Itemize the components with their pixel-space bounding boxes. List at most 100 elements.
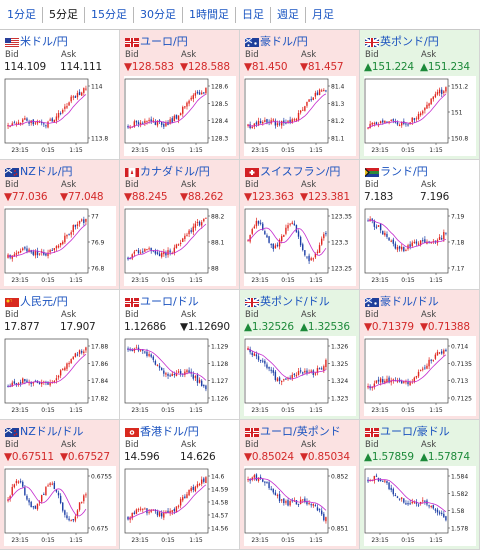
pair-title[interactable]: スイスフラン/円 [245,164,340,178]
candle-body [417,371,420,377]
candlestick-chart[interactable]: 88.2 88.1 88 23:15 0:15 1:15 [124,206,236,286]
candle-body [38,502,41,504]
pair-card[interactable]: ユーロ/英ポンド Bid ▼0.85024 Ask ▼0.85034 0.852 0.851… [240,420,360,550]
candle-body [142,508,144,510]
pair-card[interactable]: 香港ドル/円 Bid 14.596 Ask 14.626 14.6 14.59 14.58 14… [120,420,240,550]
candle-body [11,255,13,259]
pair-title[interactable]: ユーロ/英ポンド [245,424,341,438]
pair-title[interactable]: 香港ドル/円 [125,424,199,438]
pair-title[interactable]: ユーロ/ドル [125,294,199,308]
candle-body [386,481,388,483]
candle-body [270,488,272,490]
candle-body [200,380,203,386]
pair-title[interactable]: NZドル/ドル [4,424,83,438]
candlestick-chart[interactable]: 0.852 0.851 23:15 0:15 1:15 [244,466,356,546]
tab-5[interactable]: 日足 [235,6,270,23]
candlestick-chart[interactable]: 77 76.9 76.8 23:15 0:15 1:15 [4,206,116,286]
candlestick-chart[interactable]: 128.6 128.5 128.4 128.3 23:15 0:15 1:15 [124,76,236,156]
x-tick-label: 23:15 [251,147,268,154]
pair-card[interactable]: 豪ドル/ドル Bid ▼0.71379 Ask ▼0.71388 0.714 0.7135 0… [360,290,480,420]
candle-body [76,510,79,516]
tab-0[interactable]: 1分足 [7,7,36,21]
candle-body [247,347,249,350]
candle-body [165,373,167,375]
candlestick-chart[interactable]: 151.2 151 150.8 23:15 0:15 1:15 [364,76,476,156]
pair-card[interactable]: ユーロ/ドル Bid 1.12686 Ask ▼1.12690 1.129 1.128 1.1… [120,290,240,420]
y-tick-label: 81.2 [331,118,345,125]
pair-card[interactable]: 豪ドル/円 Bid ▼81.450 Ask ▼81.457 81.4 81.3 81.2 81.… [240,30,360,160]
tab-7[interactable]: 月足 [305,6,340,23]
candle-body [36,121,39,124]
candle-body [26,248,28,252]
candle-body [272,370,274,373]
ask-label: Ask [301,50,317,60]
candlestick-chart[interactable]: 17.88 17.86 17.84 17.82 23:15 0:15 1:15 [4,336,116,416]
candle-body [443,513,445,518]
candle-body [407,381,409,385]
candle-body [422,240,424,242]
candle-body [70,96,72,102]
pair-card[interactable]: 英ポンド/ドル Bid ▲1.32526 Ask ▲1.32536 1.326 1.325 1… [240,290,360,420]
candle-body [144,508,146,510]
plot-frame [244,208,329,274]
candlestick-chart[interactable]: 81.4 81.3 81.2 81.1 23:15 0:15 1:15 [244,76,356,156]
candle-body [257,221,260,224]
y-tick-label: 7.17 [451,266,465,273]
candle-body [379,121,382,124]
candlestick-chart[interactable]: 114 113.8 23:15 0:15 1:15 [4,76,116,156]
flag-cn-icon [5,297,19,307]
pair-card[interactable]: 英ポンド/円 Bid ▲151.224 Ask ▲151.234 151.2 151 150.… [360,30,480,160]
pair-card[interactable]: ランド/円 Bid 7.183 Ask 7.196 7.19 7.18 7.17 23:15 0:… [360,160,480,290]
pair-card[interactable]: 人民元/円 Bid 17.877 Ask 17.907 17.88 17.86 17.84 17… [0,290,120,420]
candlestick-chart[interactable]: 1.129 1.128 1.127 1.126 23:15 0:15 1:15 [124,336,236,416]
candlestick-chart[interactable]: 0.714 0.7135 0.713 0.7125 23:15 0:15 1:15 [364,336,476,416]
pair-title[interactable]: ユーロ/円 [125,34,188,48]
candle-body [137,509,140,511]
pair-card[interactable]: NZドル/ドル Bid ▼0.67511 Ask ▼0.67527 0.6755 0.675… [0,420,120,550]
candle-body [373,475,376,481]
candle-body [15,480,18,484]
pair-title[interactable]: 英ポンド/円 [364,34,439,48]
pair-title[interactable]: ランド/円 [365,164,428,178]
tab-4[interactable]: 1時間足 [182,6,235,23]
candle-body [367,127,369,129]
pair-title[interactable]: 豪ドル/ドル [364,294,439,308]
y-tick-label: 0.675 [91,526,108,533]
candle-body [316,251,319,253]
pair-title[interactable]: カナダドル/円 [125,164,210,178]
candle-body [190,97,192,100]
pair-name: 香港ドル/円 [140,425,199,438]
tab-1[interactable]: 5分足 [42,6,84,23]
candlestick-chart[interactable]: 7.19 7.18 7.17 23:15 0:15 1:15 [364,206,476,286]
pair-title[interactable]: 豪ドル/円 [244,34,308,48]
bid-price: 114.109 [4,61,47,73]
pair-card[interactable]: NZドル/円 Bid ▼77.036 Ask ▼77.048 77 76.9 76.8 23:1… [0,160,120,290]
pair-card[interactable]: ユーロ/円 Bid ▼128.583 Ask ▼128.588 128.6 128.5 128… [120,30,240,160]
tab-6[interactable]: 週足 [270,6,305,23]
candle-body [59,370,62,376]
candle-body [43,123,45,125]
candlestick-chart[interactable]: 1.326 1.325 1.324 1.323 23:15 0:15 1:15 [244,336,356,416]
candlestick-chart[interactable]: 0.6755 0.675 23:15 0:15 1:15 [4,466,116,546]
x-tick-label: 1:15 [189,147,203,154]
candlestick-chart[interactable]: 14.6 14.59 14.58 14.57 14.56 23:15 0:15 1:15 [124,466,236,546]
pair-title[interactable]: 米ドル/円 [5,34,68,48]
candle-body [59,113,62,115]
pair-title[interactable]: ユーロ/豪ドル [365,424,450,438]
candlestick-chart[interactable]: 1.584 1.582 1.58 1.578 23:15 0:15 1:15 [364,466,476,546]
bid-label: Bid [365,50,379,60]
pair-card[interactable]: スイスフラン/円 Bid ▼123.363 Ask ▼123.381 123.35 123.… [240,160,360,290]
pair-card[interactable]: 米ドル/円 Bid 114.109 Ask 114.111 114 113.8 23:15 0:… [0,30,120,160]
candle-body [57,245,60,248]
pair-title[interactable]: 英ポンド/ドル [244,294,330,308]
candle-body [400,497,403,499]
pair-title[interactable]: 人民元/円 [5,294,68,308]
pair-card[interactable]: ユーロ/豪ドル Bid ▲1.57859 Ask ▲1.57874 1.584 1.582 1… [360,420,480,550]
pair-card[interactable]: カナダドル/円 Bid ▼88.245 Ask ▼88.262 88.2 88.1 88 23:… [120,160,240,290]
candle-body [436,351,439,356]
tab-2[interactable]: 15分足 [84,6,133,23]
candlestick-chart[interactable]: 123.35 123.3 123.25 23:15 0:15 1:15 [244,206,356,286]
pair-title[interactable]: NZドル/円 [4,164,72,178]
tab-3[interactable]: 30分足 [133,6,182,23]
ask-label: Ask [61,50,77,60]
